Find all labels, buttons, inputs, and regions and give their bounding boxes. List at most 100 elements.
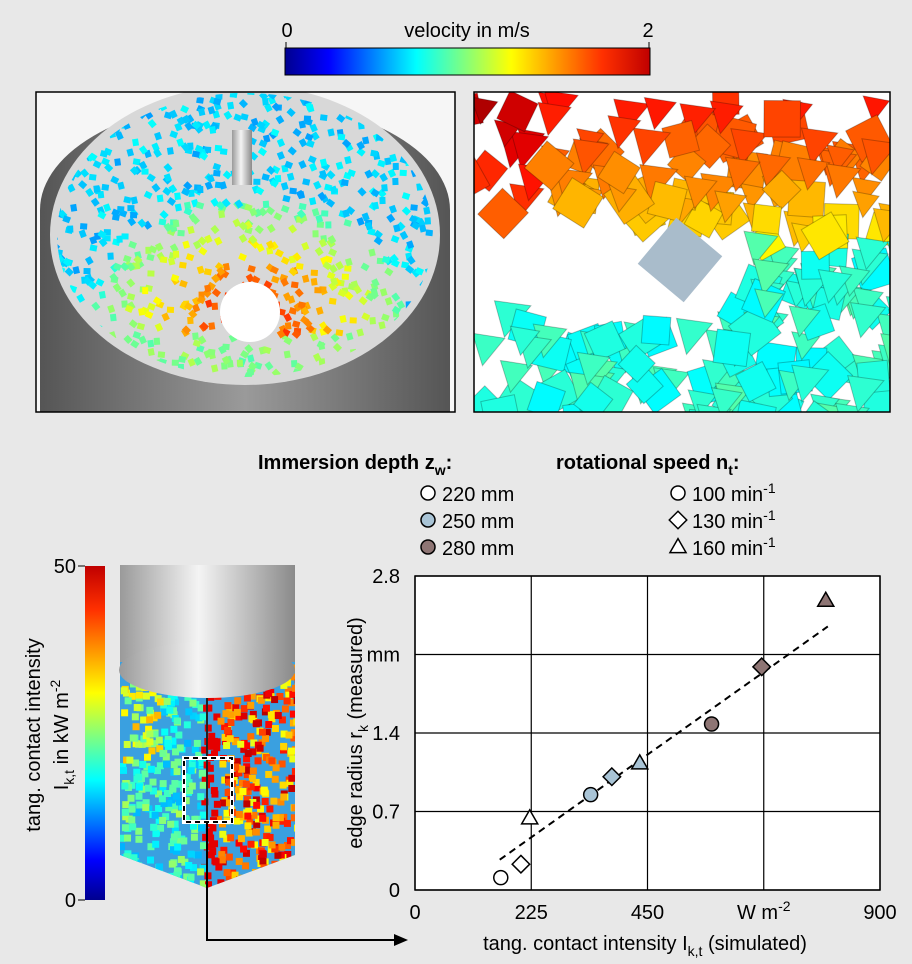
text-segment: -1 xyxy=(763,534,776,550)
surface-patch xyxy=(170,726,177,733)
surface-patch xyxy=(188,874,195,881)
surface-patch xyxy=(154,887,161,894)
surface-patch xyxy=(200,782,207,789)
surface-patch xyxy=(219,831,226,838)
surface-patch xyxy=(232,872,239,879)
surface-patch xyxy=(245,750,252,757)
surface-patch xyxy=(122,801,129,808)
surface-patch xyxy=(208,851,215,858)
surface-patch xyxy=(240,846,247,853)
particle xyxy=(341,179,349,186)
particle xyxy=(218,210,225,218)
surface-patch xyxy=(253,802,260,809)
surface-patch xyxy=(295,858,302,865)
surface-patch xyxy=(250,767,257,774)
x-tick-label: 225 xyxy=(515,902,548,924)
surface-patch xyxy=(273,764,280,771)
surface-patch xyxy=(238,835,245,842)
particle xyxy=(379,197,385,204)
particle xyxy=(110,314,117,322)
surface-patch xyxy=(244,694,251,701)
particle xyxy=(425,217,431,224)
surface-patch xyxy=(280,793,287,800)
surface-patch xyxy=(265,690,272,697)
particle xyxy=(130,212,137,218)
surface-patch xyxy=(136,885,143,892)
particle xyxy=(114,158,121,166)
surface-patch xyxy=(264,877,271,884)
particle xyxy=(80,223,87,229)
particle xyxy=(93,185,100,193)
particle xyxy=(481,415,514,448)
surface-patch xyxy=(174,717,181,724)
surface-patch xyxy=(147,857,154,864)
particle xyxy=(148,348,155,356)
surface-patch xyxy=(123,853,130,860)
surface-patch xyxy=(219,856,226,863)
particle xyxy=(197,186,203,193)
surface-patch xyxy=(154,712,161,719)
surface-patch xyxy=(136,784,143,791)
surface-patch xyxy=(120,767,127,774)
surface-patch xyxy=(241,705,248,712)
particle xyxy=(159,218,167,225)
text-segment: in kW m xyxy=(51,692,73,770)
surface-patch xyxy=(288,785,295,792)
surface-patch xyxy=(253,829,260,836)
particle xyxy=(632,413,667,448)
surface-patch xyxy=(157,762,164,769)
particle xyxy=(83,268,90,274)
surface-patch xyxy=(159,795,166,802)
surface-patch xyxy=(130,854,137,861)
surface-patch xyxy=(236,877,243,884)
surface-patch xyxy=(152,841,159,848)
particle xyxy=(687,412,713,438)
surface-patch xyxy=(141,890,148,897)
text-segment: tang. contact intensity I xyxy=(483,933,688,955)
surface-patch xyxy=(160,780,167,787)
particle xyxy=(289,188,297,195)
surface-patch xyxy=(163,761,170,768)
particle xyxy=(209,126,216,134)
surface-patch xyxy=(180,837,187,844)
surface-patch xyxy=(146,731,153,738)
surface-patch xyxy=(131,880,138,887)
particle xyxy=(687,409,719,441)
surface-patch xyxy=(222,889,229,896)
surface-patch xyxy=(249,874,256,881)
surface-patch xyxy=(176,810,183,817)
surface-patch xyxy=(135,836,142,843)
surface-patch xyxy=(156,737,163,744)
particle xyxy=(196,97,204,104)
surface-patch xyxy=(224,702,231,709)
intensity-colorbar xyxy=(85,566,105,900)
particle xyxy=(177,230,184,236)
surface-patch xyxy=(296,838,303,845)
marker xyxy=(584,788,598,802)
rod xyxy=(232,130,252,185)
text-segment: k,t xyxy=(688,943,703,959)
surface-patch xyxy=(247,702,254,709)
particle xyxy=(285,322,292,330)
particle xyxy=(142,169,149,175)
particle xyxy=(263,201,269,208)
surface-patch xyxy=(242,862,249,869)
surface-patch xyxy=(223,742,230,749)
particle xyxy=(222,344,229,350)
surface-patch xyxy=(189,700,196,707)
surface-patch xyxy=(124,835,131,842)
surface-patch xyxy=(143,693,150,700)
tool-shaft-end xyxy=(119,642,295,698)
particle xyxy=(733,400,776,443)
surface-patch xyxy=(164,740,171,747)
surface-patch xyxy=(268,757,275,764)
particle xyxy=(212,303,218,310)
x-tick-label: 450 xyxy=(631,902,664,924)
surface-patch xyxy=(134,704,141,711)
surface-patch xyxy=(234,709,241,716)
particle xyxy=(713,329,751,367)
particle xyxy=(370,150,378,157)
surface-patch xyxy=(224,727,231,734)
particle xyxy=(889,162,912,195)
surface-patch xyxy=(197,868,204,875)
